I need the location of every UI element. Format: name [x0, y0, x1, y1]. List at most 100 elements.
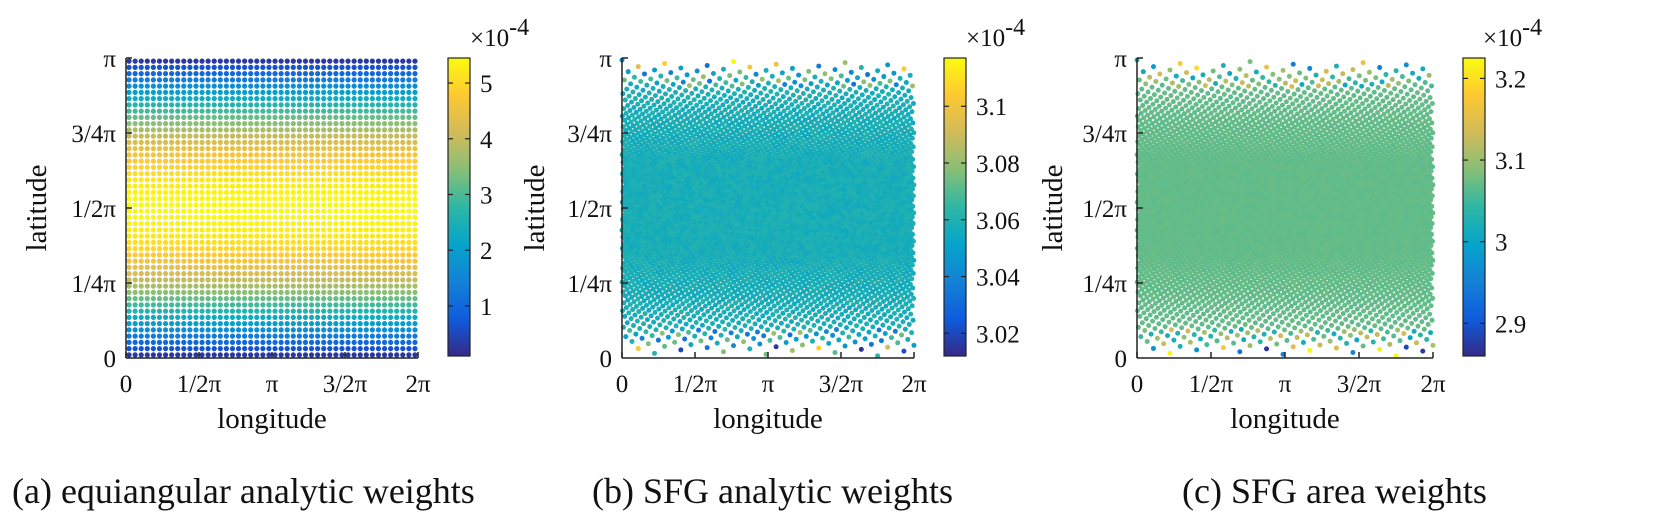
- scatter-point: [394, 139, 400, 145]
- scatter-point: [406, 133, 412, 139]
- scatter-point: [734, 97, 740, 103]
- scatter-point: [717, 76, 723, 82]
- scatter-point: [205, 214, 211, 220]
- scatter-point: [388, 71, 394, 77]
- scatter-point: [679, 92, 685, 98]
- scatter-point: [369, 146, 375, 152]
- scatter-point: [315, 333, 321, 339]
- x-tick-label-a: 2π: [405, 371, 431, 398]
- scatter-point: [296, 164, 302, 170]
- scatter-point: [308, 252, 315, 258]
- scatter-point: [260, 71, 266, 77]
- scatter-point: [862, 128, 868, 134]
- scatter-point: [187, 133, 193, 139]
- scatter-point: [363, 89, 369, 95]
- scatter-point: [718, 127, 724, 133]
- scatter-point: [363, 77, 369, 83]
- scatter-point: [144, 283, 150, 289]
- scatter-point: [357, 327, 363, 333]
- scatter-point: [388, 352, 394, 358]
- scatter-point: [308, 127, 315, 133]
- scatter-point: [791, 125, 797, 131]
- scatter-point: [205, 277, 211, 283]
- scatter-point: [235, 214, 242, 220]
- scatter-point: [211, 233, 217, 239]
- scatter-point: [175, 146, 181, 152]
- scatter-point: [296, 321, 302, 327]
- scatter-point: [144, 333, 150, 339]
- scatter-point: [745, 109, 751, 115]
- scatter-point: [223, 189, 229, 195]
- scatter-point: [284, 246, 290, 252]
- scatter-point: [793, 98, 799, 104]
- scatter-point: [833, 92, 839, 98]
- scatter-point: [193, 158, 199, 164]
- scatter-point: [302, 271, 309, 277]
- scatter-point: [296, 308, 302, 314]
- scatter-point: [193, 258, 199, 264]
- scatter-point: [911, 210, 917, 216]
- scatter-point: [144, 146, 150, 152]
- scatter-point: [381, 121, 388, 127]
- scatter-point: [345, 271, 351, 277]
- scatter-point: [381, 158, 388, 164]
- scatter-point: [242, 58, 248, 64]
- scatter-point: [187, 77, 193, 83]
- scatter-point: [910, 175, 916, 181]
- scatter-point: [229, 277, 236, 283]
- scatter-point: [175, 233, 181, 239]
- scatter-point: [671, 99, 677, 105]
- scatter-point: [296, 127, 302, 133]
- scatter-point: [254, 196, 260, 202]
- scatter-point: [339, 264, 345, 270]
- scatter-point: [217, 314, 223, 320]
- scatter-point: [886, 91, 892, 97]
- scatter-point: [126, 164, 132, 170]
- scatter-point: [369, 264, 375, 270]
- scatter-point: [248, 58, 254, 64]
- scatter-point: [339, 346, 345, 352]
- scatter-point: [406, 114, 412, 120]
- scatter-point: [315, 239, 321, 245]
- scatter-point: [242, 77, 248, 83]
- scatter-point: [784, 89, 790, 95]
- scatter-point: [169, 139, 175, 145]
- scatter-point: [406, 296, 412, 302]
- scatter-point: [746, 121, 752, 127]
- scatter-point: [138, 183, 144, 189]
- scatter-point: [144, 308, 150, 314]
- scatter-point: [284, 177, 290, 183]
- scatter-point: [345, 139, 351, 145]
- scatter-point: [156, 227, 163, 233]
- scatter-point: [260, 121, 266, 127]
- scatter-point: [211, 89, 217, 95]
- scatter-point: [321, 221, 327, 227]
- scatter-point: [126, 89, 132, 95]
- scatter-point: [327, 252, 333, 258]
- scatter-point: [841, 120, 847, 126]
- scatter-point: [412, 264, 418, 270]
- scatter-point: [394, 264, 400, 270]
- scatter-point: [375, 108, 382, 114]
- scatter-point: [327, 339, 333, 345]
- scatter-point: [302, 146, 309, 152]
- scatter-point: [211, 271, 217, 277]
- scatter-point: [193, 264, 199, 270]
- scatter-point: [229, 189, 236, 195]
- scatter-point: [205, 102, 211, 108]
- y-tick-label-a: 1/2π: [71, 196, 116, 223]
- scatter-point: [321, 96, 327, 102]
- scatter-point: [187, 121, 193, 127]
- scatter-point: [400, 333, 406, 339]
- scatter-point: [235, 77, 242, 83]
- scatter-point: [235, 146, 242, 152]
- scatter-point: [169, 239, 175, 245]
- scatter-point: [345, 308, 351, 314]
- scatter-point: [150, 346, 156, 352]
- scatter-point: [680, 107, 686, 113]
- scatter-point: [248, 233, 254, 239]
- scatter-point: [339, 227, 345, 233]
- scatter-point: [272, 221, 278, 227]
- scatter-point: [381, 64, 388, 70]
- scatter-point: [333, 208, 339, 214]
